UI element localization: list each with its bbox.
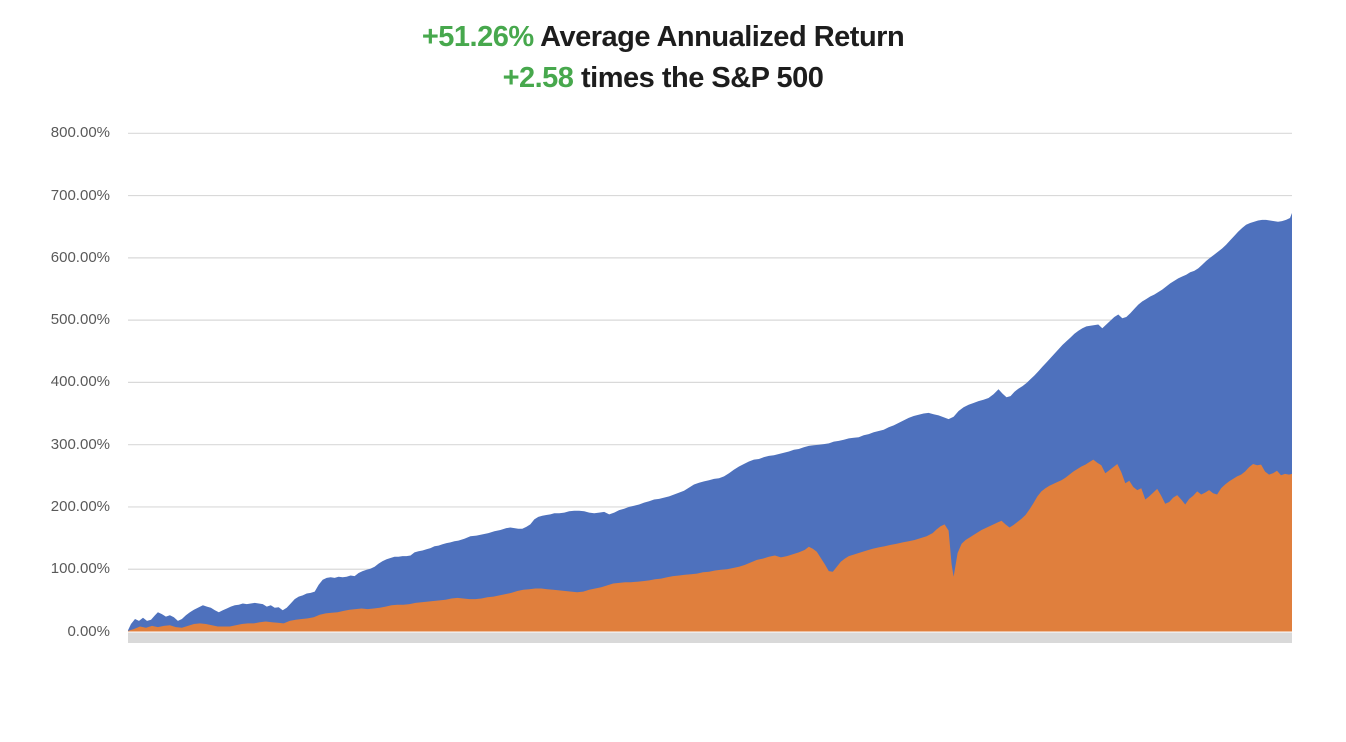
title-line-2-text: times the S&P 500 <box>573 62 824 94</box>
chart-title-line-1: +51.26% Average Annualized Return <box>0 21 1326 54</box>
y-axis-tick-label: 600.00% <box>50 248 110 266</box>
title-multiple-value: +2.58 <box>502 62 574 94</box>
y-axis-tick-label: 500.00% <box>50 311 110 329</box>
x-axis-band <box>128 632 1292 643</box>
series-area-sp500-cumulative-return <box>128 459 1292 632</box>
title-line-1-text: Average Annualized Return <box>533 21 905 53</box>
y-axis-tick-label: 700.00% <box>50 186 110 204</box>
y-axis-tick-label: 300.00% <box>50 435 110 453</box>
series-areas <box>128 213 1292 632</box>
title-return-value: +51.26% <box>421 21 534 53</box>
y-axis-tick-label: 100.00% <box>50 560 110 578</box>
y-axis-tick-label: 800.00% <box>50 124 110 142</box>
y-axis-tick-label: 0.00% <box>67 622 110 640</box>
y-axis-tick-label: 400.00% <box>50 373 110 391</box>
y-axis-tick-label: 200.00% <box>50 497 110 515</box>
chart-title-line-2: +2.58 times the S&P 500 <box>0 62 1326 95</box>
